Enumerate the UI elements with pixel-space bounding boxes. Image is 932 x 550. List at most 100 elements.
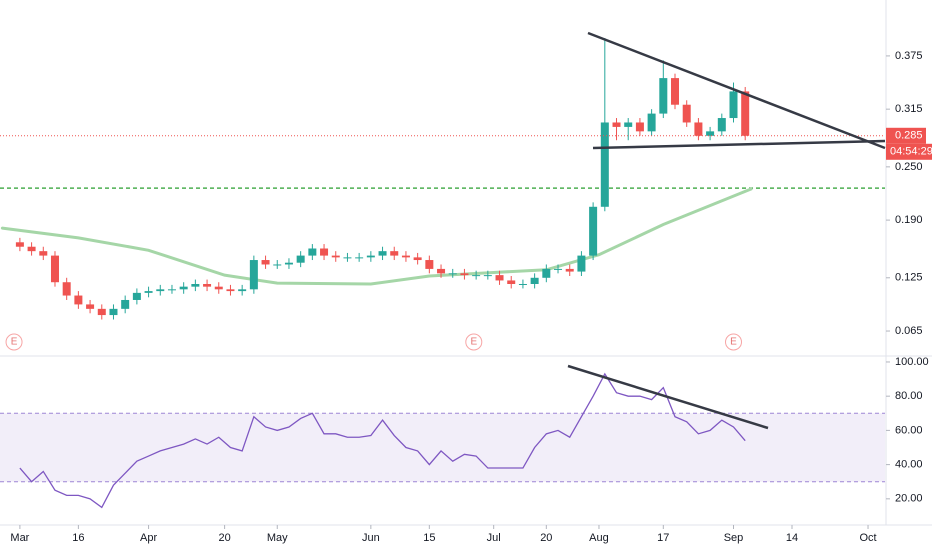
candle-body — [530, 277, 539, 284]
rsi-line — [19, 372, 746, 509]
candle-body — [50, 255, 59, 283]
candle-body — [554, 268, 563, 270]
candle-body — [495, 275, 504, 281]
candle-body — [413, 257, 422, 261]
candle-body — [320, 248, 329, 256]
x-tick-label: May — [267, 532, 288, 544]
candle-body — [144, 291, 153, 293]
candle-body — [109, 308, 118, 316]
candle-body — [261, 260, 270, 265]
candle-body — [624, 122, 633, 127]
y-tick-label: 0.065 — [895, 325, 923, 337]
trend-line — [567, 364, 769, 430]
candle-body — [343, 257, 352, 259]
y-tick-label: 100.00 — [895, 356, 929, 368]
candle-body — [612, 122, 621, 127]
candle-body — [401, 255, 410, 258]
y-tick-label: 0.190 — [895, 214, 923, 226]
candle-body — [706, 131, 715, 136]
rsi-band — [0, 413, 885, 482]
candle-body — [39, 251, 48, 256]
candle-body — [179, 286, 188, 290]
candle-body — [460, 273, 469, 276]
candle-body — [717, 118, 726, 132]
last-price-box — [886, 127, 926, 144]
candle-body — [156, 289, 165, 292]
candle-body — [27, 246, 36, 252]
candle-body — [226, 289, 235, 292]
candle-body — [682, 104, 691, 123]
candle-body — [565, 268, 574, 272]
candle-body — [472, 275, 481, 277]
candle-body — [86, 304, 95, 309]
y-tick-label: 60.00 — [895, 424, 923, 436]
candle-body — [167, 289, 176, 291]
candle-body — [437, 268, 446, 274]
candle-body — [577, 255, 586, 272]
candle-body — [366, 255, 375, 258]
x-tick-label: Sep — [724, 532, 744, 544]
candle-body — [694, 122, 703, 136]
candle-body — [355, 257, 364, 259]
candle-body — [273, 264, 282, 266]
y-tick-label: 0.125 — [895, 272, 923, 284]
countdown-box — [886, 143, 932, 160]
y-tick-label: 20.00 — [895, 493, 923, 505]
y-tick-label: 40.00 — [895, 459, 923, 471]
x-tick-label: Oct — [859, 532, 876, 544]
candle-body — [600, 122, 609, 207]
event-marker — [5, 333, 23, 351]
event-label: E — [730, 337, 737, 348]
candle-body — [15, 242, 24, 247]
candle-body — [308, 248, 317, 256]
last-price-label: 0.285 — [895, 130, 923, 142]
x-tick-label: 15 — [423, 532, 435, 544]
candle-body — [671, 78, 680, 105]
candle-body — [121, 299, 130, 309]
candle-body — [378, 251, 387, 256]
candle-body — [425, 260, 434, 269]
candle-body — [635, 122, 644, 132]
candle-body — [729, 91, 738, 119]
x-tick-label: 14 — [786, 532, 798, 544]
event-label: E — [11, 337, 18, 348]
candle-body — [518, 284, 527, 285]
event-label: E — [470, 337, 477, 348]
x-tick-label: Aug — [589, 532, 609, 544]
candle-body — [448, 273, 457, 275]
x-tick-label: Jul — [487, 532, 501, 544]
candle-body — [191, 284, 200, 287]
candle-body — [97, 308, 106, 316]
candle-body — [483, 275, 492, 277]
candle-body — [203, 284, 212, 287]
y-tick-label: 0.315 — [895, 103, 923, 115]
x-tick-label: 20 — [540, 532, 552, 544]
event-marker — [465, 333, 483, 351]
candle-body — [542, 268, 551, 278]
candle-body — [249, 260, 258, 290]
y-tick-label: 80.00 — [895, 390, 923, 402]
candle-body — [132, 292, 141, 300]
candle-body — [507, 280, 516, 284]
candle-body — [647, 113, 656, 132]
candle-body — [390, 251, 399, 256]
candle-body — [296, 255, 305, 263]
candle-body — [238, 289, 247, 292]
trend-line — [587, 31, 886, 150]
moving-average — [0, 187, 753, 286]
x-tick-label: Jun — [362, 532, 380, 544]
candle-body — [659, 78, 668, 114]
x-tick-label: Apr — [140, 532, 157, 544]
candle-body — [589, 206, 598, 256]
candle-body — [62, 282, 71, 296]
x-tick-label: 16 — [72, 532, 84, 544]
candle-body — [214, 286, 223, 290]
countdown: 04:54:29 — [890, 146, 932, 158]
candle-body — [331, 255, 340, 258]
x-tick-label: Mar — [10, 532, 29, 544]
y-tick-label: 0.250 — [895, 161, 923, 173]
event-marker — [725, 333, 743, 351]
x-tick-label: 20 — [218, 532, 230, 544]
candle-body — [741, 91, 750, 136]
